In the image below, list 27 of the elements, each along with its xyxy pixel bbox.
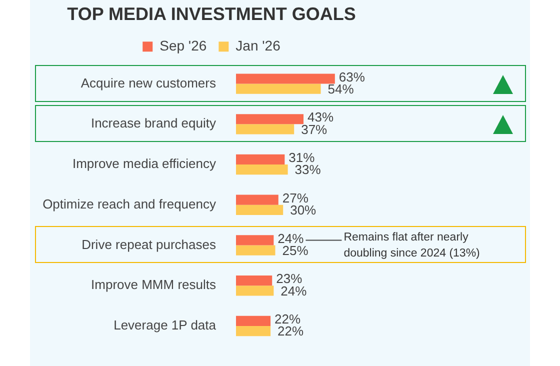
- bar: [236, 286, 274, 296]
- bar: [236, 276, 272, 286]
- bar: [236, 164, 288, 175]
- bar: [236, 114, 304, 124]
- chart-title: TOP MEDIA INVESTMENT GOALS: [67, 4, 356, 24]
- data-label: 30%: [290, 202, 317, 218]
- y-tick-label: Leverage 1P data: [114, 318, 217, 333]
- bar: [236, 326, 271, 336]
- bar: [236, 235, 274, 246]
- bar: [236, 316, 271, 326]
- legend-label: Jan '26: [236, 37, 281, 54]
- y-tick-label: Drive repeat purchases: [82, 236, 216, 252]
- bar: [236, 194, 278, 205]
- y-tick-label: Increase brand equity: [90, 116, 216, 131]
- bar: [236, 74, 335, 84]
- legend-label: Sep '26: [160, 37, 207, 54]
- y-tick-label: Optimize reach and frequency: [42, 196, 216, 212]
- text: Remains flat after nearly doubling since 2024 (13%): [344, 231, 480, 260]
- bar: [236, 84, 321, 94]
- bar: [236, 124, 294, 134]
- y-tick-label: Acquire new customers: [80, 75, 216, 90]
- bar: [236, 245, 276, 256]
- y-tick-label: Improve media efficiency: [72, 156, 216, 172]
- data-label: 27%: [282, 190, 309, 206]
- y-tick-label: Improve MMM results: [91, 277, 216, 292]
- bar: [236, 154, 285, 165]
- bar: [236, 204, 284, 215]
